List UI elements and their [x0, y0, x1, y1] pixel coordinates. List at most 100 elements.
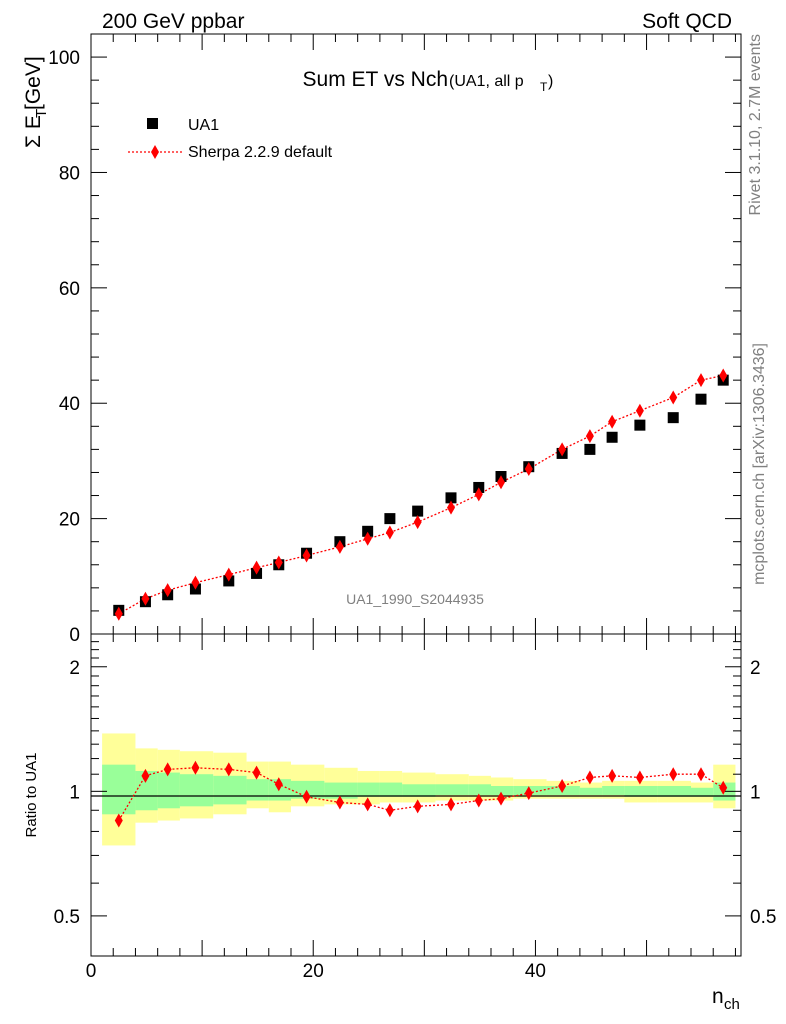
header-right-text: Soft QCD	[642, 10, 732, 33]
ratio-sherpa-point	[274, 777, 283, 792]
sherpa-data-point	[163, 583, 172, 598]
ratio-sherpa-point	[114, 813, 123, 828]
ua1-data-point	[584, 443, 596, 455]
ua1-data-point	[606, 431, 618, 443]
main-y-tick-label: 80	[59, 163, 80, 184]
ratio-stat-band	[402, 784, 436, 797]
ua1-data-point	[445, 492, 457, 504]
plot-title-main: Sum ET vs Nch	[303, 68, 448, 91]
ua1-data-point	[384, 513, 396, 525]
ratio-stat-band	[213, 775, 247, 805]
ratio-sherpa-point	[524, 786, 533, 801]
ratio-stat-band	[357, 782, 380, 797]
ratio-series	[114, 760, 728, 828]
main-series	[113, 368, 729, 621]
sherpa-data-point	[252, 560, 261, 575]
ratio-sherpa-point	[447, 797, 455, 812]
main-y-tick-label: 0	[69, 625, 80, 646]
sherpa-data-point	[669, 390, 678, 405]
plot-title-sub-close: )	[548, 73, 553, 90]
ratio-y-tick-label: 1	[69, 782, 80, 803]
main-panel: 0 20 40 60 80 100 Sum ET vs Nch (UA1, all p T…	[22, 33, 742, 646]
legend-ua1-marker	[147, 118, 158, 129]
ratio-sherpa-point	[141, 768, 150, 783]
main-y-label: Σ E T [GeV]	[22, 56, 50, 148]
sherpa-data-point	[697, 373, 705, 388]
main-y-tick-label: 60	[59, 279, 80, 300]
main-x-axis-ticks	[90, 34, 736, 634]
ratio-sherpa-point	[224, 762, 233, 777]
ratio-sherpa-point	[585, 770, 594, 785]
ratio-y-axis: 0.5 0.5 1 1 2 2	[54, 641, 776, 957]
legend: UA1 Sherpa 2.2.9 default	[128, 117, 333, 161]
ratio-y-tick-label-right: 0.5	[750, 907, 776, 928]
ratio-stat-band	[246, 779, 269, 801]
x-tick-label: 20	[303, 961, 324, 982]
ratio-stat-band	[657, 786, 691, 797]
sherpa-data-point	[719, 368, 728, 383]
sherpa-data-point	[524, 462, 533, 476]
sherpa-data-point	[114, 606, 123, 621]
ratio-stat-band	[157, 772, 180, 809]
ratio-stat-band	[102, 764, 136, 815]
ratio-y-tick-label-right: 2	[750, 658, 761, 679]
legend-sherpa-marker	[151, 145, 159, 159]
sherpa-data-point	[413, 515, 422, 530]
sherpa-data-point	[558, 442, 567, 457]
ratio-stat-band	[491, 786, 514, 795]
sherpa-data-point	[363, 531, 372, 546]
ratio-sherpa-point	[385, 803, 394, 818]
ratio-sherpa-point	[497, 791, 505, 806]
ratio-sherpa-point	[191, 760, 200, 775]
main-y-tick-label: 100	[48, 48, 80, 69]
ratio-sherpa-point	[335, 795, 344, 810]
sherpa-data-point	[224, 567, 233, 582]
ratio-stat-band	[579, 787, 603, 795]
ratio-sherpa-point	[669, 767, 678, 782]
analysis-watermark: UA1_1990_S2044935	[346, 591, 484, 607]
ratio-stat-band	[602, 786, 625, 795]
main-y-label-prefix: Σ E	[22, 115, 45, 148]
sherpa-data-point	[447, 500, 455, 515]
main-y-label-suffix: [GeV]	[22, 56, 45, 110]
ratio-stat-band	[624, 786, 658, 797]
ratio-sherpa-point	[558, 779, 567, 794]
rivet-version-label: Rivet 3.1.10, 2.7M events	[747, 34, 764, 215]
ua1-data-point	[412, 505, 424, 517]
x-tick-label: 40	[525, 961, 546, 982]
ratio-frame	[90, 633, 742, 957]
x-axis-label-index: ch	[724, 996, 740, 1013]
sherpa-data-point	[497, 475, 505, 490]
ratio-sherpa-point	[474, 793, 483, 808]
ua1-data-point	[667, 412, 679, 424]
ratio-sherpa-point	[163, 762, 172, 777]
sherpa-line	[118, 374, 724, 615]
sherpa-data-point	[274, 555, 283, 570]
sherpa-data-point	[335, 539, 344, 554]
main-y-tick-label: 20	[59, 510, 80, 531]
sherpa-data-point	[608, 414, 617, 429]
ua1-data-point	[634, 419, 646, 431]
sherpa-data-point	[141, 591, 150, 606]
ratio-y-tick-label-right: 1	[750, 782, 761, 803]
ua1-data-point	[362, 525, 374, 537]
ratio-stat-band	[379, 782, 403, 797]
sherpa-data-point	[191, 575, 200, 590]
header-left-text: 200 GeV ppbar	[102, 10, 244, 33]
mcplots-site-label: mcplots.cern.ch [arXiv:1306.3436]	[751, 343, 768, 585]
ratio-sherpa-point	[635, 770, 644, 785]
ratio-stat-band	[179, 774, 214, 807]
x-axis-label-main: n	[712, 985, 724, 1008]
plot-title-sub: (UA1, all p	[449, 73, 524, 90]
ratio-stat-band	[691, 787, 714, 797]
ratio-sherpa-point	[608, 768, 617, 783]
ratio-panel: 0.5 0.5 1 1 2 2 0 20 40 Ratio to UA1	[23, 633, 776, 982]
sherpa-data-point	[474, 487, 483, 502]
x-axis: 0 20 40	[86, 634, 736, 982]
ratio-stat-band	[135, 770, 158, 811]
ratio-stat-band	[268, 779, 291, 801]
ratio-y-tick-label: 2	[69, 658, 80, 679]
sherpa-data-point	[385, 525, 394, 540]
ua1-data-point	[695, 393, 707, 405]
